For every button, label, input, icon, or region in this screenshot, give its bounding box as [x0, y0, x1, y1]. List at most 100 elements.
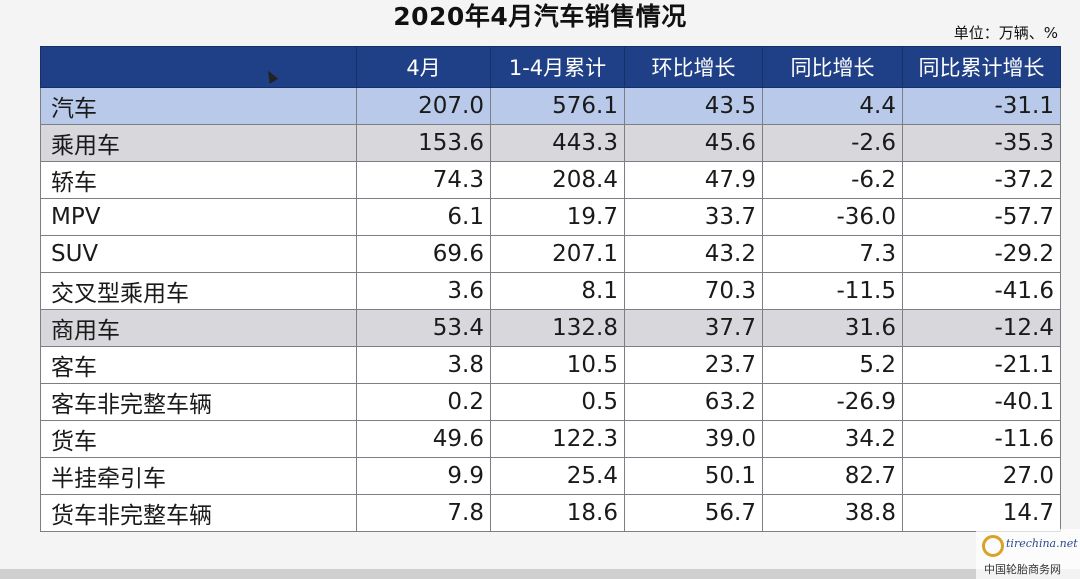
table-cell: 7.3 — [762, 235, 903, 273]
table-cell: 50.1 — [624, 457, 763, 495]
table-cell: 14.7 — [902, 494, 1061, 532]
header-ytd: 1-4月累计 — [490, 46, 625, 88]
table-cell: -12.4 — [902, 309, 1061, 347]
row-label: 轿车 — [40, 161, 357, 199]
table-cell: -31.1 — [902, 87, 1061, 125]
table-row: 货车 49.6 122.3 39.0 34.2 -11.6 — [40, 420, 1061, 458]
table-cell: 39.0 — [624, 420, 763, 458]
table-cell: 8.1 — [490, 272, 625, 310]
table-cell: 63.2 — [624, 383, 763, 421]
table-cell: 47.9 — [624, 161, 763, 199]
watermark-text: 中国轮胎商务网 — [984, 563, 1061, 576]
table-cell: 38.8 — [762, 494, 903, 532]
table-row: MPV 6.1 19.7 33.7 -36.0 -57.7 — [40, 198, 1061, 236]
header-yoy-growth: 同比增长 — [762, 46, 903, 88]
row-label: 客车 — [40, 346, 357, 384]
header-mom-growth: 环比增长 — [624, 46, 763, 88]
row-label: MPV — [40, 198, 357, 236]
table-row: 乘用车 153.6 443.3 45.6 -2.6 -35.3 — [40, 124, 1061, 162]
table-cell: -2.6 — [762, 124, 903, 162]
table-cell: 153.6 — [356, 124, 491, 162]
table-cell: -36.0 — [762, 198, 903, 236]
table-cell: 576.1 — [490, 87, 625, 125]
table-cell: 3.8 — [356, 346, 491, 384]
watermark-site: tirechina.net — [1006, 537, 1078, 550]
table-cell: 23.7 — [624, 346, 763, 384]
table-cell: 82.7 — [762, 457, 903, 495]
row-label: 交叉型乘用车 — [40, 272, 357, 310]
sales-table: 4月 1-4月累计 环比增长 同比增长 同比累计增长 汽车 207.0 576.1 4… — [40, 46, 1061, 532]
table-cell: 69.6 — [356, 235, 491, 273]
table-cell: -6.2 — [762, 161, 903, 199]
table-cell: 443.3 — [490, 124, 625, 162]
row-label: 汽车 — [40, 87, 357, 125]
bottom-bar — [0, 569, 1080, 579]
table-cell: -40.1 — [902, 383, 1061, 421]
row-label: 货车 — [40, 420, 357, 458]
row-label: 半挂牵引车 — [40, 457, 357, 495]
table-cell: -41.6 — [902, 272, 1061, 310]
table-cell: 70.3 — [624, 272, 763, 310]
table-header-row: 4月 1-4月累计 环比增长 同比增长 同比累计增长 — [40, 46, 1061, 88]
table-cell: 132.8 — [490, 309, 625, 347]
table-cell: 0.5 — [490, 383, 625, 421]
page-title: 2020年4月汽车销售情况 — [393, 2, 687, 31]
table-row: 商用车 53.4 132.8 37.7 31.6 -12.4 — [40, 309, 1061, 347]
table-cell: -29.2 — [902, 235, 1061, 273]
table-cell: 45.6 — [624, 124, 763, 162]
table-row: 汽车 207.0 576.1 43.5 4.4 -31.1 — [40, 87, 1061, 125]
row-label: 货车非完整车辆 — [40, 494, 357, 532]
table-row: 交叉型乘用车 3.6 8.1 70.3 -11.5 -41.6 — [40, 272, 1061, 310]
table-cell: -11.6 — [902, 420, 1061, 458]
table-row: 半挂牵引车 9.9 25.4 50.1 82.7 27.0 — [40, 457, 1061, 495]
table-row: 货车非完整车辆 7.8 18.6 56.7 38.8 14.7 — [40, 494, 1061, 532]
table-cell: 207.0 — [356, 87, 491, 125]
table-cell: 43.2 — [624, 235, 763, 273]
table-cell: 25.4 — [490, 457, 625, 495]
table-cell: 74.3 — [356, 161, 491, 199]
table-cell: 19.7 — [490, 198, 625, 236]
table-cell: -37.2 — [902, 161, 1061, 199]
table-row: SUV 69.6 207.1 43.2 7.3 -29.2 — [40, 235, 1061, 273]
row-label: SUV — [40, 235, 357, 273]
table-cell: 37.7 — [624, 309, 763, 347]
tire-logo-icon — [982, 535, 1004, 557]
watermark: tirechina.net 中国轮胎商务网 — [976, 529, 1080, 579]
header-category — [40, 46, 357, 88]
table-row: 轿车 74.3 208.4 47.9 -6.2 -37.2 — [40, 161, 1061, 199]
table-cell: 33.7 — [624, 198, 763, 236]
table-cell: -21.1 — [902, 346, 1061, 384]
table-cell: 18.6 — [490, 494, 625, 532]
unit-label: 单位：万辆、% — [953, 24, 1058, 42]
table-cell: -57.7 — [902, 198, 1061, 236]
table-cell: 56.7 — [624, 494, 763, 532]
table-body: 汽车 207.0 576.1 43.5 4.4 -31.1 乘用车 153.6 443.3 45.… — [40, 87, 1061, 532]
table-cell: 208.4 — [490, 161, 625, 199]
table-cell: 49.6 — [356, 420, 491, 458]
row-label: 商用车 — [40, 309, 357, 347]
table-cell: -26.9 — [762, 383, 903, 421]
table-cell: 10.5 — [490, 346, 625, 384]
header-ytd-yoy-growth: 同比累计增长 — [902, 46, 1061, 88]
table-cell: 3.6 — [356, 272, 491, 310]
table-cell: 34.2 — [762, 420, 903, 458]
table-cell: 122.3 — [490, 420, 625, 458]
table-cell: 6.1 — [356, 198, 491, 236]
table-cell: -11.5 — [762, 272, 903, 310]
table-cell: 5.2 — [762, 346, 903, 384]
row-label: 客车非完整车辆 — [40, 383, 357, 421]
table-cell: 53.4 — [356, 309, 491, 347]
table-cell: 9.9 — [356, 457, 491, 495]
table-cell: 207.1 — [490, 235, 625, 273]
table-cell: 7.8 — [356, 494, 491, 532]
header-april: 4月 — [356, 46, 491, 88]
table-cell: -35.3 — [902, 124, 1061, 162]
row-label: 乘用车 — [40, 124, 357, 162]
table-cell: 4.4 — [762, 87, 903, 125]
table-row: 客车非完整车辆 0.2 0.5 63.2 -26.9 -40.1 — [40, 383, 1061, 421]
table-row: 客车 3.8 10.5 23.7 5.2 -21.1 — [40, 346, 1061, 384]
table-cell: 27.0 — [902, 457, 1061, 495]
table-cell: 43.5 — [624, 87, 763, 125]
table-cell: 0.2 — [356, 383, 491, 421]
table-cell: 31.6 — [762, 309, 903, 347]
